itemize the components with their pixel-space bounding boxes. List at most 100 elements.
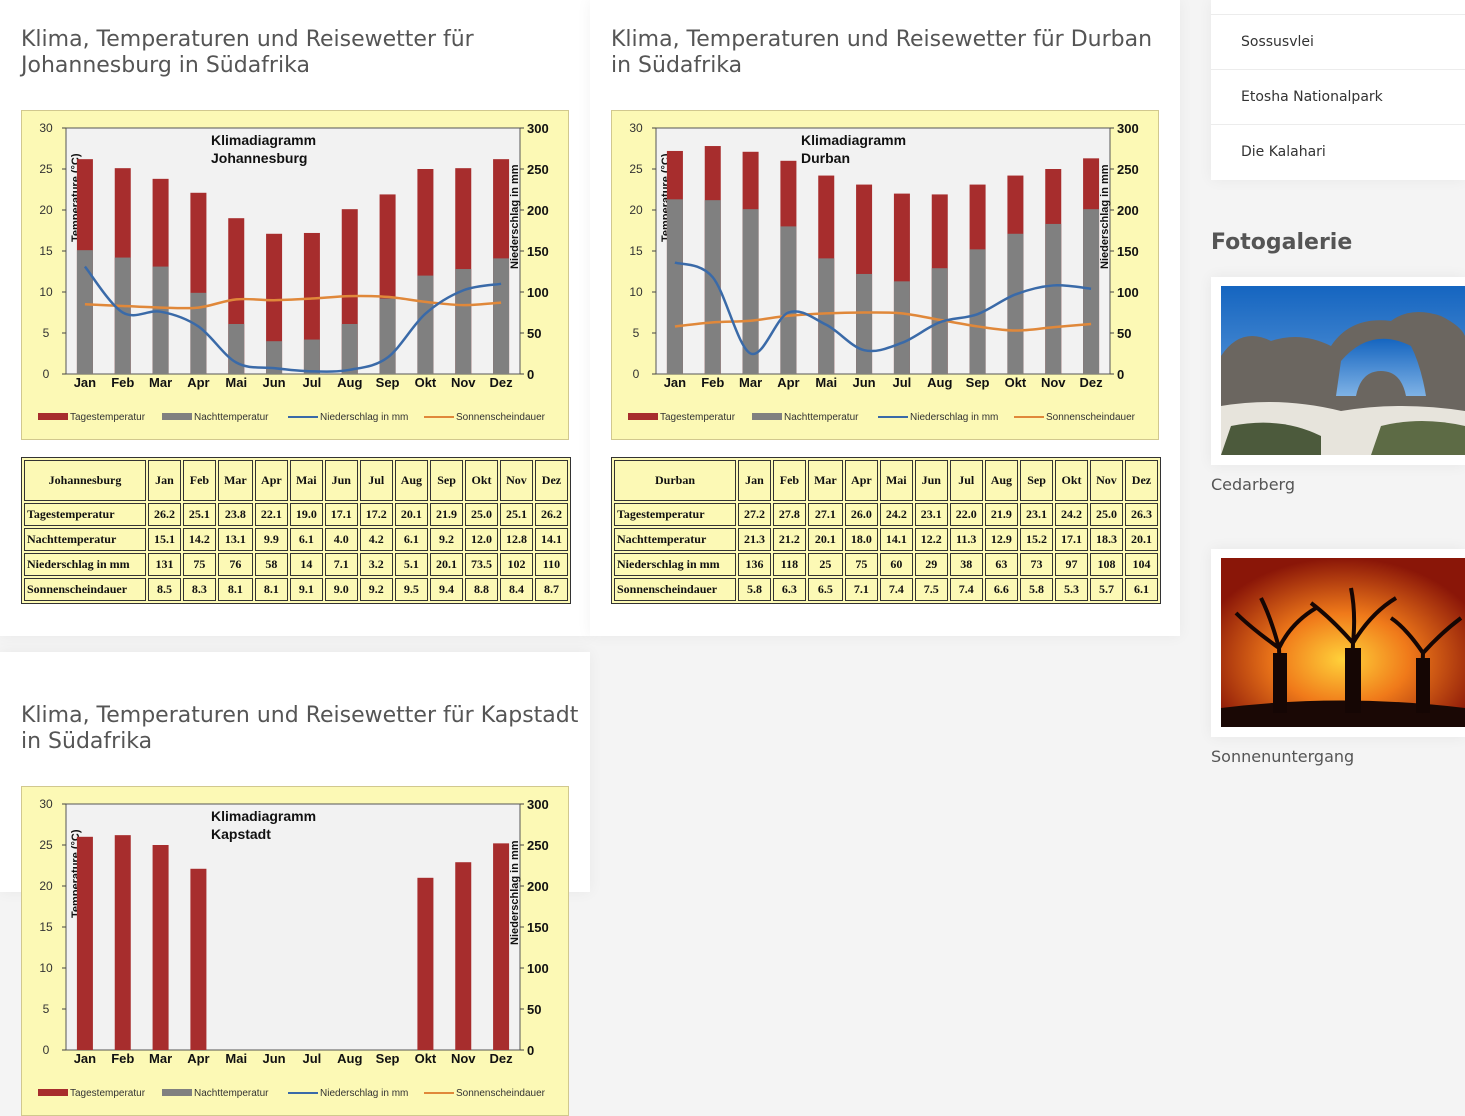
table-cell: 5.1	[394, 553, 429, 576]
night-temp-bar	[493, 258, 510, 374]
table-cell: 23.1	[914, 503, 948, 526]
x-tick-label: Jan	[74, 375, 96, 390]
gallery-photo-sunset[interactable]	[1211, 549, 1465, 737]
table-month-header: Aug	[394, 460, 429, 501]
table-cell: 14.1	[879, 528, 913, 551]
table-cell: 20.1	[430, 553, 464, 576]
table-row: Sonnenscheindauer 5.8 6.3 6.5 7.1 7.4 7.5 7.4 6.…	[614, 578, 1158, 601]
table-cell: 7.1	[324, 553, 358, 576]
x-tick-label: Aug	[337, 375, 362, 390]
night-temp-bar	[455, 269, 472, 374]
y-tick-label: 30	[39, 797, 53, 811]
photo-caption-sunset[interactable]: Sonnenuntergang	[1211, 747, 1355, 766]
x-tick-label: Nov	[451, 375, 476, 390]
x-tick-label: Dez	[490, 375, 514, 390]
cedarberg-image[interactable]	[1221, 286, 1465, 455]
y2-tick-label: 50	[527, 326, 541, 341]
legend-day-label: Tagestemperatur	[660, 412, 736, 423]
sidebar-item-kalahari[interactable]: Die Kalahari	[1241, 144, 1326, 160]
y-tick-label: 0	[43, 1043, 50, 1057]
table-month-header: Nov	[499, 460, 533, 501]
y-tick-label: 25	[39, 162, 53, 176]
legend-sun-label: Sonnenscheindauer	[456, 1088, 546, 1099]
y-tick-label: 10	[39, 961, 53, 975]
legend-night-label: Nachttemperatur	[194, 1088, 269, 1099]
table-cell: 8.7	[534, 578, 568, 601]
x-tick-label: Mar	[149, 375, 172, 390]
y2-tick-label: 50	[527, 1002, 541, 1017]
photo-caption-cedarberg[interactable]: Cedarberg	[1211, 475, 1296, 494]
table-cell: 6.5	[807, 578, 843, 601]
x-tick-label: Apr	[187, 375, 209, 390]
table-cell: 15.1	[148, 528, 181, 551]
table-cell: 75	[182, 553, 216, 576]
night-temp-bar	[969, 249, 986, 374]
y-tick-label: 10	[39, 285, 53, 299]
table-cell: 4.0	[324, 528, 358, 551]
legend-day-swatch	[38, 413, 68, 420]
night-temp-bar	[379, 298, 396, 374]
table-cell: 104	[1124, 553, 1158, 576]
table-cell: 26.2	[148, 503, 181, 526]
y-tick-label: 15	[39, 920, 53, 934]
x-tick-label: Apr	[187, 1051, 209, 1066]
x-tick-label: Jul	[893, 375, 912, 390]
table-cell: 131	[148, 553, 181, 576]
table-cell: 18.3	[1089, 528, 1123, 551]
table-cell: 20.1	[1124, 528, 1158, 551]
legend-day-swatch	[38, 1089, 68, 1096]
x-tick-label: Okt	[415, 375, 437, 390]
day-temp-bar	[152, 845, 169, 1050]
table-city-header: Durban	[614, 460, 736, 501]
table-cell: 73	[1020, 553, 1054, 576]
y2-tick-label: 0	[527, 367, 534, 382]
climate-chart: 0 5 10 15 20 25 30 0 50 100 150 200 250 300 Temperatur…	[21, 110, 569, 440]
table-cell: 27.2	[738, 503, 771, 526]
y2-tick-label: 150	[527, 920, 549, 935]
table-cell: 19.0	[289, 503, 323, 526]
legend-sun-label: Sonnenscheindauer	[456, 412, 546, 423]
legend-night-label: Nachttemperatur	[784, 412, 859, 423]
table-row: Niederschlag in mm 136 118 25 75 60 29 38 63 73 97…	[614, 553, 1158, 576]
table-cell: 9.0	[324, 578, 358, 601]
sidebar-destination-list: Sossusvlei Etosha Nationalpark Die Kalah…	[1211, 0, 1465, 180]
day-temp-bar	[114, 835, 131, 1050]
legend-rain-label: Niederschlag in mm	[320, 1088, 408, 1099]
legend-day-label: Tagestemperatur	[70, 1088, 146, 1099]
table-row: Niederschlag in mm 131 75 76 58 14 7.1 3.2 5.1 20…	[24, 553, 568, 576]
night-temp-bar	[704, 200, 721, 374]
sunset-image[interactable]	[1221, 558, 1465, 727]
day-temp-bar	[190, 868, 207, 1050]
table-cell: 24.2	[1055, 503, 1088, 526]
table-cell: 63	[984, 553, 1019, 576]
y2-tick-label: 0	[527, 1043, 534, 1058]
table-cell: 21.3	[738, 528, 771, 551]
sidebar-item-etosha[interactable]: Etosha Nationalpark	[1211, 70, 1465, 125]
table-month-header: Okt	[1055, 460, 1088, 501]
x-tick-label: Okt	[415, 1051, 437, 1066]
x-tick-label: Jan	[74, 1051, 96, 1066]
table-cell: 12.8	[499, 528, 533, 551]
table-month-header: Aug	[984, 460, 1019, 501]
y2-tick-label: 150	[1117, 244, 1139, 259]
y2-tick-label: 50	[1117, 326, 1131, 341]
gallery-heading: Fotogalerie	[1211, 230, 1353, 255]
x-tick-label: Jan	[664, 375, 686, 390]
gallery-photo-cedarberg[interactable]	[1211, 277, 1465, 465]
sidebar-item-sossusvlei[interactable]: Sossusvlei	[1211, 15, 1465, 70]
table-cell: 26.0	[844, 503, 878, 526]
legend-rain-label: Niederschlag in mm	[320, 412, 408, 423]
table-month-header: Jul	[949, 460, 983, 501]
table-cell: 5.7	[1089, 578, 1123, 601]
x-tick-label: Nov	[1041, 375, 1066, 390]
rain-line	[83, 265, 502, 373]
chart-title: Klimadiagramm Kapstadt	[211, 808, 316, 842]
table-row: Sonnenscheindauer 8.5 8.3 8.1 8.1 9.1 9.0 9.2 9.…	[24, 578, 568, 601]
table-cell: 20.1	[807, 528, 843, 551]
table-cell: 12.9	[984, 528, 1019, 551]
y-tick-label: 0	[633, 367, 640, 381]
table-cell: 12.0	[465, 528, 498, 551]
table-row-label: Nachttemperatur	[614, 528, 736, 551]
x-tick-label: Mai	[225, 375, 247, 390]
day-temp-bar	[76, 836, 93, 1050]
